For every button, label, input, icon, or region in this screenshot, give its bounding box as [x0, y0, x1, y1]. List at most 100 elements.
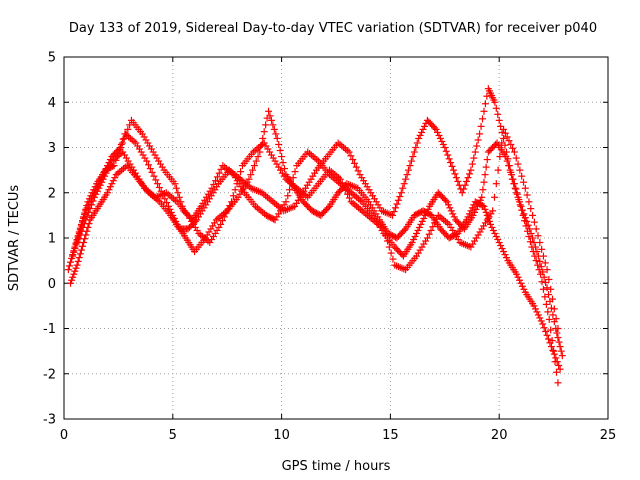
data-point — [402, 254, 419, 274]
plot-frame — [63, 56, 609, 420]
x-tick-label: 0 — [60, 428, 68, 443]
data-point — [251, 202, 269, 218]
tick-layer: 0 5 10 15 20 25 -3 -2 -1 0 1 2 3 4 5 — [43, 51, 616, 444]
x-tick-label: 5 — [169, 428, 177, 443]
x-tick-label: 20 — [491, 428, 508, 443]
data-point — [208, 165, 225, 192]
data-point — [443, 198, 458, 221]
data-point — [476, 92, 491, 138]
data-point — [325, 166, 343, 182]
data-point — [73, 242, 86, 269]
data-point — [90, 178, 106, 201]
data-point — [423, 116, 439, 132]
chart-title: Day 133 of 2019, Sidereal Day-to-day VTE… — [69, 21, 597, 36]
data-point — [358, 207, 375, 222]
y-tick-label: -3 — [43, 413, 56, 428]
data-point — [219, 162, 236, 177]
y-tick-label: -1 — [43, 322, 56, 337]
y-tick-label: 2 — [48, 186, 56, 201]
data-point — [434, 189, 450, 204]
data-point — [323, 141, 340, 161]
data-point — [504, 257, 519, 276]
data-point — [458, 170, 473, 197]
data-point — [367, 189, 384, 212]
grid-layer — [64, 57, 608, 419]
y-tick-label: 4 — [48, 96, 56, 111]
data-point — [347, 198, 364, 213]
data-point — [104, 174, 119, 197]
data-point — [534, 252, 550, 286]
data-point — [513, 270, 528, 293]
data-point — [406, 139, 421, 170]
data-point — [378, 207, 395, 219]
data-point — [99, 160, 114, 183]
data-point — [436, 225, 452, 240]
data-point — [478, 156, 491, 201]
data-point — [510, 180, 526, 214]
data-point — [302, 169, 319, 192]
data-point — [212, 208, 229, 224]
data-point — [95, 191, 110, 210]
data-point — [393, 226, 408, 242]
data-point — [143, 157, 160, 184]
data-point — [241, 189, 258, 208]
data-point — [358, 198, 375, 217]
data-point — [545, 315, 561, 376]
data-point — [521, 184, 538, 226]
data-point — [469, 196, 484, 219]
data-point — [304, 148, 321, 164]
data-point — [160, 166, 177, 185]
data-point — [484, 85, 498, 104]
data-point — [265, 107, 280, 138]
data-point — [408, 223, 423, 247]
y-tick-label: 1 — [48, 232, 56, 247]
data-point — [415, 119, 430, 142]
data-point — [445, 220, 462, 244]
data-point — [532, 225, 549, 267]
data-point — [260, 139, 277, 162]
x-tick-label: 10 — [273, 428, 290, 443]
data-point — [167, 211, 182, 231]
data-point — [530, 302, 545, 325]
data-point — [397, 166, 413, 197]
data-point — [271, 157, 288, 180]
data-point — [238, 150, 255, 170]
data-point — [249, 140, 266, 156]
y-tick-label: -2 — [43, 367, 56, 382]
data-point — [521, 288, 537, 308]
y-tick-label: 0 — [48, 277, 56, 292]
data-point — [537, 270, 552, 316]
data-point — [308, 207, 323, 219]
x-tick-label: 15 — [382, 428, 399, 443]
data-point — [67, 264, 80, 287]
data-point — [491, 98, 506, 136]
data-point — [434, 211, 451, 227]
data-point — [325, 191, 341, 210]
data-point — [467, 228, 484, 251]
data-point — [228, 168, 245, 206]
data-point — [188, 205, 204, 224]
y-tick-label: 3 — [48, 141, 56, 156]
data-point — [489, 139, 506, 215]
data-point — [554, 379, 562, 387]
data-point — [149, 148, 166, 171]
x-axis-label: GPS time / hours — [282, 459, 391, 474]
data-point — [399, 241, 415, 260]
y-axis-label: SDTVAR / TECUs — [7, 185, 22, 292]
data-point — [389, 193, 404, 219]
data-point — [413, 237, 430, 260]
y-tick-label: 5 — [48, 51, 56, 66]
data-point — [334, 139, 351, 155]
data-point — [273, 134, 289, 173]
data-point — [369, 216, 386, 231]
data-point — [197, 187, 214, 210]
data-point — [417, 205, 432, 228]
data-point — [293, 150, 310, 170]
data-point — [423, 215, 440, 242]
data-point — [391, 261, 408, 273]
data-point — [543, 266, 560, 323]
data-point — [282, 175, 299, 191]
data-point — [495, 239, 510, 262]
data-point — [82, 197, 97, 224]
